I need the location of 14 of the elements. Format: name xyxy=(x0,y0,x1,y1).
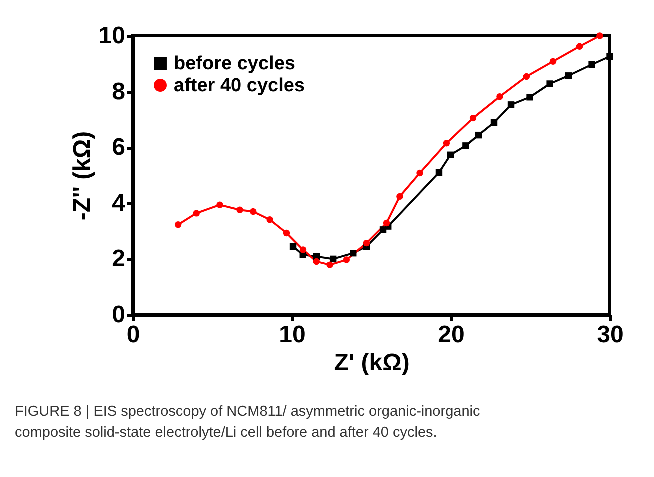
y-tick-label: 10 xyxy=(98,22,126,50)
y-tick-label: 8 xyxy=(112,78,126,106)
y-tick-label: 6 xyxy=(112,134,126,162)
x-tick-label: 20 xyxy=(438,322,465,348)
x-axis-title: Z' (kΩ) xyxy=(334,350,410,376)
legend-label: before cycles xyxy=(174,54,296,74)
legend-label: after 40 cycles xyxy=(174,76,305,96)
y-tick-label: 4 xyxy=(112,190,126,217)
y-tick-label: 2 xyxy=(112,246,126,273)
y-tick-label: 0 xyxy=(112,302,126,328)
x-tick-label: 30 xyxy=(597,322,624,348)
caption: FIGURE 8 | EIS spectroscopy of NCM811/ asymmetric organic-inorganic composite solid-state electrolyte/Li cell before and after 40 cycles. xyxy=(15,404,480,441)
x-tick-label: 10 xyxy=(279,322,306,348)
y-axis-title: -Z'' (kΩ) xyxy=(68,131,96,221)
